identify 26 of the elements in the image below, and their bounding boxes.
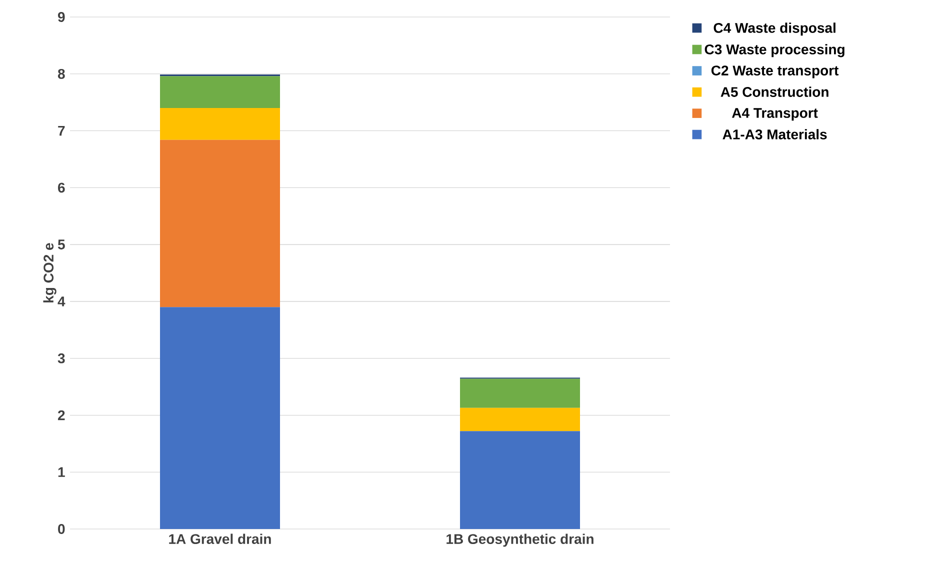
legend-label: C4 Waste disposal <box>714 22 836 36</box>
y-tick-label: 0 <box>58 524 65 534</box>
y-tick-label: 8 <box>58 68 65 79</box>
bar <box>160 140 280 308</box>
bar <box>160 307 280 529</box>
bar <box>460 431 580 529</box>
y-tick-label: 2 <box>58 410 65 420</box>
legend-label: C2 Waste transport <box>711 66 839 78</box>
bar <box>460 408 580 432</box>
x-tick-label: 1A Gravel drain <box>169 534 271 544</box>
y-axis-title: kg CO2 e <box>43 243 56 302</box>
legend-label: A4 Transport <box>732 108 818 121</box>
legend-label: A5 Construction <box>720 86 828 97</box>
y-tick-label: 5 <box>58 240 65 250</box>
x-tick-label: 1B Geosynthetic drain <box>446 534 594 547</box>
y-tick-label: 7 <box>58 126 65 136</box>
y-tick-label: 3 <box>58 353 65 364</box>
legend-label: A1-A3 Materials <box>722 129 827 140</box>
y-tick-label: 6 <box>58 182 65 193</box>
bar <box>160 76 280 108</box>
bar <box>160 108 280 140</box>
bar <box>460 378 580 408</box>
y-tick-label: 1 <box>58 467 65 477</box>
y-tick-label: 4 <box>58 296 66 306</box>
y-tick-label: 9 <box>58 12 65 22</box>
legend-label: C3 Waste processing <box>704 44 844 58</box>
